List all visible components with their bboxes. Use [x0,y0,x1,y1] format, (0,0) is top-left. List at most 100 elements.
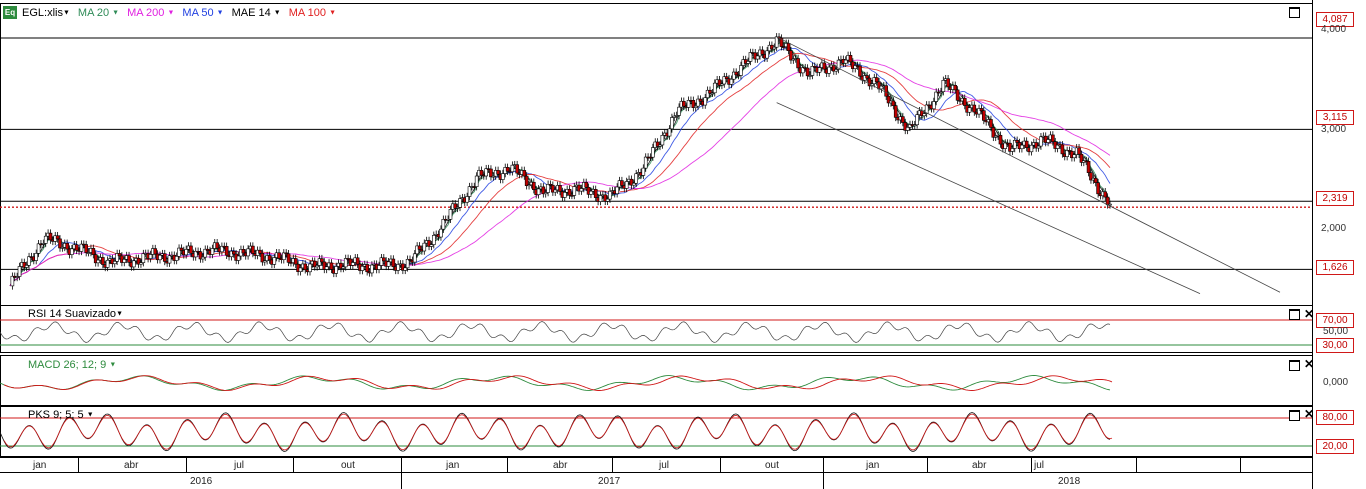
candle-body [724,76,729,79]
candle-body [36,243,41,254]
candle-body [505,167,510,172]
candle-body [570,194,574,197]
pks-pane-label[interactable]: PKS 9; 5; 5 ▼ [28,409,94,421]
candle-body [922,113,927,117]
candle-body [548,183,553,186]
maximize-pks-pane-button[interactable] [1289,410,1300,421]
month-label: jan [446,460,460,471]
candle-body [343,258,348,268]
candle-body [48,232,53,241]
candle-body [246,248,250,257]
level-lines [0,37,1312,270]
candle-body [105,259,110,268]
candle-body [786,43,791,51]
month-label: jan [33,460,47,471]
candle-body [148,254,153,259]
candle-body [205,248,210,251]
close-macd-pane-icon[interactable]: ✕ [1304,357,1315,371]
legend-mae14[interactable]: MAE 14 ▼ [231,7,281,19]
rsi-level-30: 30,00 [1316,338,1354,353]
rsi-level-70: 70,00 [1316,313,1354,328]
candle-body [446,218,450,221]
candle-body [251,245,255,254]
candle-body [167,255,172,264]
candle-body [236,255,241,261]
month-label: out [765,460,779,471]
candle-body [329,262,334,270]
candle-body [712,82,717,94]
candle-body [1096,182,1100,195]
candle-body [729,78,734,85]
candle-body [1012,140,1017,149]
pks-d-line [3,413,1113,451]
candle-body [377,265,381,270]
month-label: jul [1034,460,1045,471]
candle-body [1008,142,1012,152]
candle-body [189,245,193,254]
candle-body [748,52,753,62]
legend-ma100[interactable]: MA 100 ▼ [288,7,337,19]
candle-body [1103,191,1108,198]
symbol-selector[interactable]: EGL:xlis▼ [22,7,70,19]
candle-body [686,99,691,108]
close-rsi-pane-icon[interactable]: ✕ [1304,307,1315,321]
candle-body [136,258,141,265]
candle-body [515,164,519,174]
equity-badge: Eq [3,6,17,19]
candle-body [572,186,577,196]
price-tag-high: 4,087 [1316,12,1354,27]
candle-body [746,61,750,64]
maximize-main-pane-button[interactable] [1289,7,1300,18]
candle-body [484,168,488,177]
legend-ma50[interactable]: MA 50 ▼ [182,7,224,19]
candle-body [991,127,996,138]
year-label: 2016 [190,476,213,487]
pane-frame [0,3,1313,306]
rsi-pane-label[interactable]: RSI 14 Suavizado▼ [28,308,123,320]
candle-body [1093,177,1098,183]
candle-body [527,184,531,187]
candle-body [162,253,167,262]
candle-body [405,258,410,269]
maximize-macd-pane-button[interactable] [1289,360,1300,371]
candle-body [41,243,46,245]
maximize-rsi-pane-button[interactable] [1289,309,1300,320]
candle-body [43,235,48,244]
pane-frame [0,355,1313,406]
candle-body [203,248,208,258]
legend-ma20[interactable]: MA 20 ▼ [77,7,120,19]
candle-body [796,58,800,69]
candle-body [24,265,29,268]
candle-body [615,186,619,194]
candle-body [510,164,515,173]
candle-body [215,242,219,249]
candle-body [465,196,469,203]
candle-body [608,190,612,200]
legend-ma200[interactable]: MA 200 ▼ [127,7,175,19]
candle-body [634,173,638,184]
candle-body [836,59,841,70]
macd-pane-label[interactable]: MACD 26; 12; 9 ▼ [28,359,117,371]
trend-channel-line [776,102,1201,294]
candle-body [472,186,477,188]
candle-body [262,260,267,263]
month-label: jan [866,460,880,471]
candle-body [448,209,453,220]
candle-body [598,195,603,202]
candle-body [284,252,288,255]
candle-body [801,67,805,74]
candle-body [553,189,558,193]
candle-body [977,108,981,115]
candle-body [1055,144,1060,149]
candle-body [998,134,1003,145]
candle-body [710,92,715,95]
close-pks-pane-icon[interactable]: ✕ [1304,407,1315,421]
candle-body [139,262,143,265]
candle-body [112,261,117,265]
candle-body [408,258,412,261]
candle-body [739,65,743,76]
year-label: 2017 [598,476,621,487]
candle-body [703,97,708,106]
candle-body [101,257,105,265]
candle-body [853,65,858,69]
